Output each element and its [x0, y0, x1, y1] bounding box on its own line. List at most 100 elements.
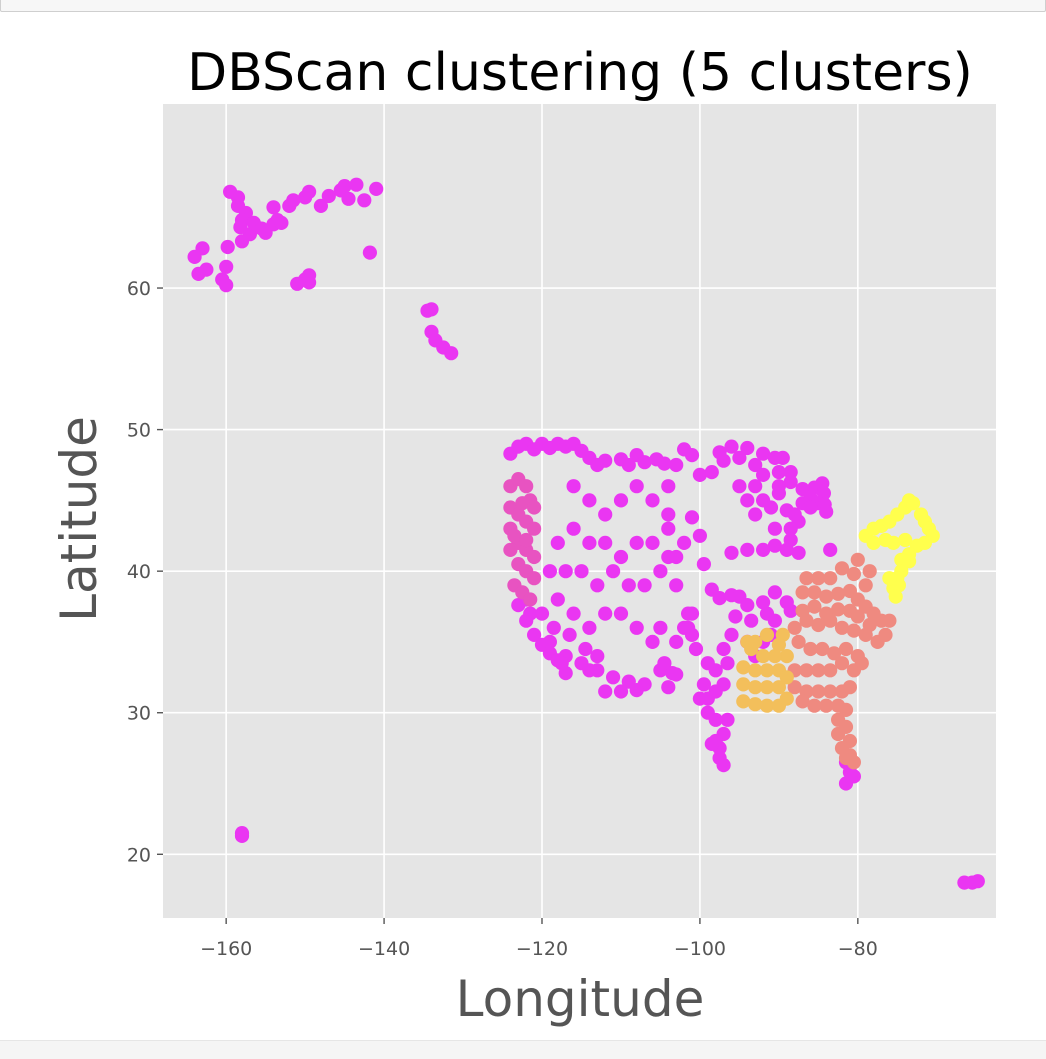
data-point: [598, 684, 613, 699]
data-point: [970, 874, 985, 889]
data-point: [803, 641, 818, 657]
y-tick-label: 40: [127, 561, 151, 583]
data-point: [811, 571, 826, 586]
data-point: [834, 561, 850, 576]
data-point: [902, 554, 917, 569]
data-point: [302, 184, 317, 199]
data-point: [637, 455, 652, 470]
data-point: [834, 620, 850, 635]
data-point: [767, 521, 783, 536]
data-point: [369, 181, 384, 196]
data-point: [220, 239, 235, 255]
data-point: [759, 627, 775, 643]
data-point: [838, 702, 854, 718]
data-point: [349, 177, 364, 192]
data-point: [716, 641, 731, 657]
data-point: [527, 500, 542, 515]
data-point: [827, 646, 842, 661]
data-point: [783, 603, 798, 618]
y-tick-label: 60: [127, 278, 151, 300]
data-point: [720, 656, 735, 671]
data-point: [888, 589, 903, 604]
data-point: [653, 564, 668, 579]
data-point: [661, 507, 676, 522]
data-point: [527, 549, 542, 565]
data-point: [846, 623, 862, 638]
data-point: [767, 450, 783, 465]
data-points: [187, 177, 985, 890]
data-point: [724, 627, 739, 643]
data-point: [362, 245, 377, 260]
y-axis-label: Latitude: [50, 416, 108, 622]
data-point: [846, 566, 862, 582]
data-point: [661, 521, 676, 536]
y-tick-label: 30: [127, 703, 151, 725]
data-point: [187, 249, 202, 264]
data-point: [669, 578, 684, 593]
data-point: [732, 479, 747, 494]
data-point: [862, 564, 877, 579]
data-point: [831, 586, 846, 601]
data-point: [795, 585, 810, 600]
data-point: [756, 467, 771, 482]
data-point: [831, 726, 846, 742]
data-point: [850, 552, 865, 567]
data-point: [759, 680, 775, 695]
data-point: [748, 507, 763, 522]
y-tick-label: 20: [127, 844, 151, 866]
data-point: [677, 535, 692, 551]
data-point: [870, 634, 885, 650]
data-point: [606, 564, 621, 579]
data-point: [783, 465, 798, 480]
data-point: [771, 465, 787, 480]
data-point: [842, 680, 858, 695]
data-point: [740, 440, 755, 456]
data-point: [696, 557, 712, 572]
data-point: [823, 571, 838, 586]
data-point: [906, 496, 921, 511]
data-point: [424, 302, 439, 317]
data-point: [657, 656, 672, 671]
data-point: [736, 694, 751, 709]
data-point: [783, 532, 798, 548]
data-point: [266, 200, 281, 215]
data-point: [748, 457, 763, 473]
data-point: [779, 670, 794, 685]
data-point: [629, 683, 644, 698]
data-point: [566, 479, 581, 494]
data-point: [708, 712, 723, 727]
data-point: [219, 278, 234, 293]
data-point: [645, 493, 660, 508]
data-point: [779, 503, 794, 518]
data-point: [882, 571, 897, 586]
data-point: [527, 521, 542, 536]
data-point: [819, 698, 834, 713]
plot-area: [163, 104, 996, 918]
data-point: [503, 542, 518, 558]
data-point: [748, 479, 763, 494]
data-point: [807, 698, 822, 713]
data-point: [831, 602, 846, 617]
data-point: [846, 663, 862, 678]
data-point: [321, 188, 336, 204]
data-point: [831, 712, 846, 727]
data-point: [740, 493, 755, 508]
data-point: [692, 528, 708, 543]
data-point: [286, 193, 301, 208]
data-point: [724, 545, 739, 560]
data-point: [799, 571, 814, 586]
data-point: [716, 758, 731, 773]
data-point: [708, 684, 723, 699]
data-point: [613, 549, 629, 565]
data-point: [558, 564, 573, 579]
data-point: [740, 542, 755, 558]
data-point: [629, 535, 644, 551]
data-point: [669, 667, 684, 682]
data-point: [850, 609, 865, 624]
data-point: [823, 684, 838, 699]
data-point: [645, 535, 660, 551]
data-point: [759, 698, 775, 713]
data-point: [767, 585, 783, 600]
data-point: [621, 457, 636, 473]
